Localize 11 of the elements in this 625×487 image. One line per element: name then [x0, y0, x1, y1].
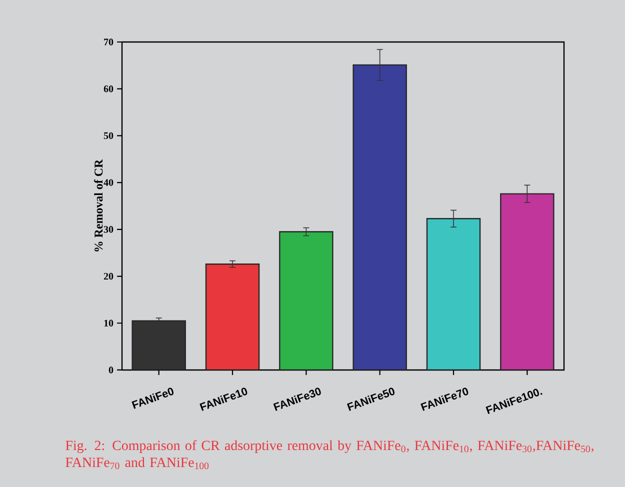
y-tick-label: 0 — [108, 366, 114, 374]
bar — [426, 218, 481, 370]
y-tick-label: 50 — [104, 132, 114, 140]
y-tick-label: 30 — [104, 226, 114, 233]
y-tick-label: 70 — [104, 38, 114, 46]
y-tick-label: 40 — [104, 179, 114, 186]
y-tick-label: 20 — [104, 272, 114, 280]
y-tick-label: 60 — [104, 85, 114, 92]
text: Fig. 2: Comparison of CR adsorptive removal by FANiFe$_{0}$, FANiFe$_{10}$, FANiFe$_{30}$,FANiFe$_{50}$, FANiFe$_{70}$ and FANiFe$_{100}$ — [66, 440, 594, 470]
y-tick-label: 10 — [104, 320, 114, 326]
y-axis-title: % Removal of CR — [94, 159, 103, 252]
